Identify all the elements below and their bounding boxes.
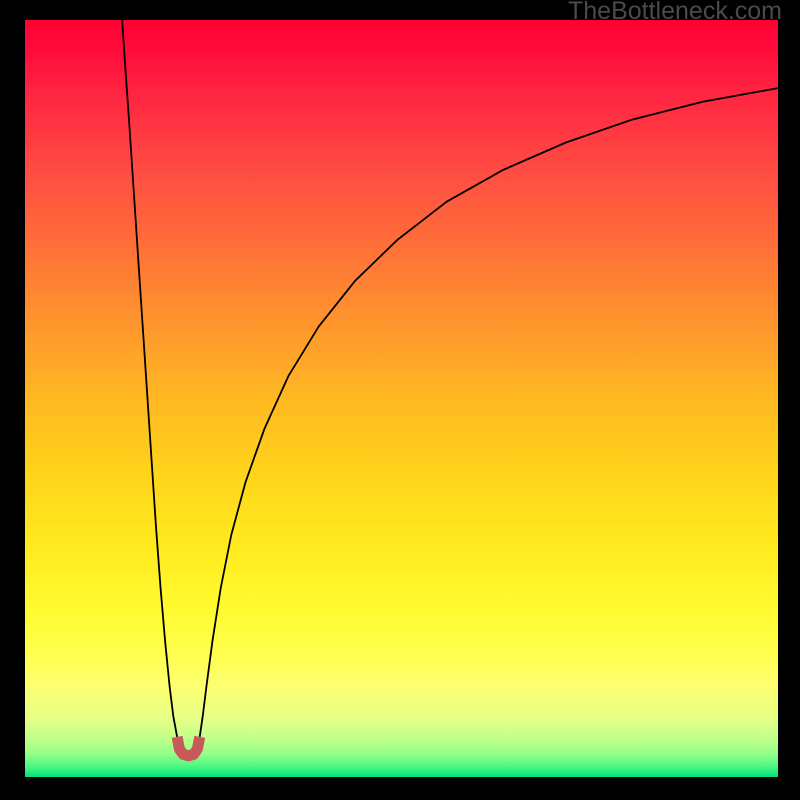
watermark-text: TheBottleneck.com bbox=[568, 0, 782, 26]
plot-svg bbox=[25, 20, 778, 777]
gradient-background bbox=[25, 20, 778, 777]
chart-container: TheBottleneck.com bbox=[0, 0, 800, 800]
plot-area bbox=[25, 20, 778, 777]
